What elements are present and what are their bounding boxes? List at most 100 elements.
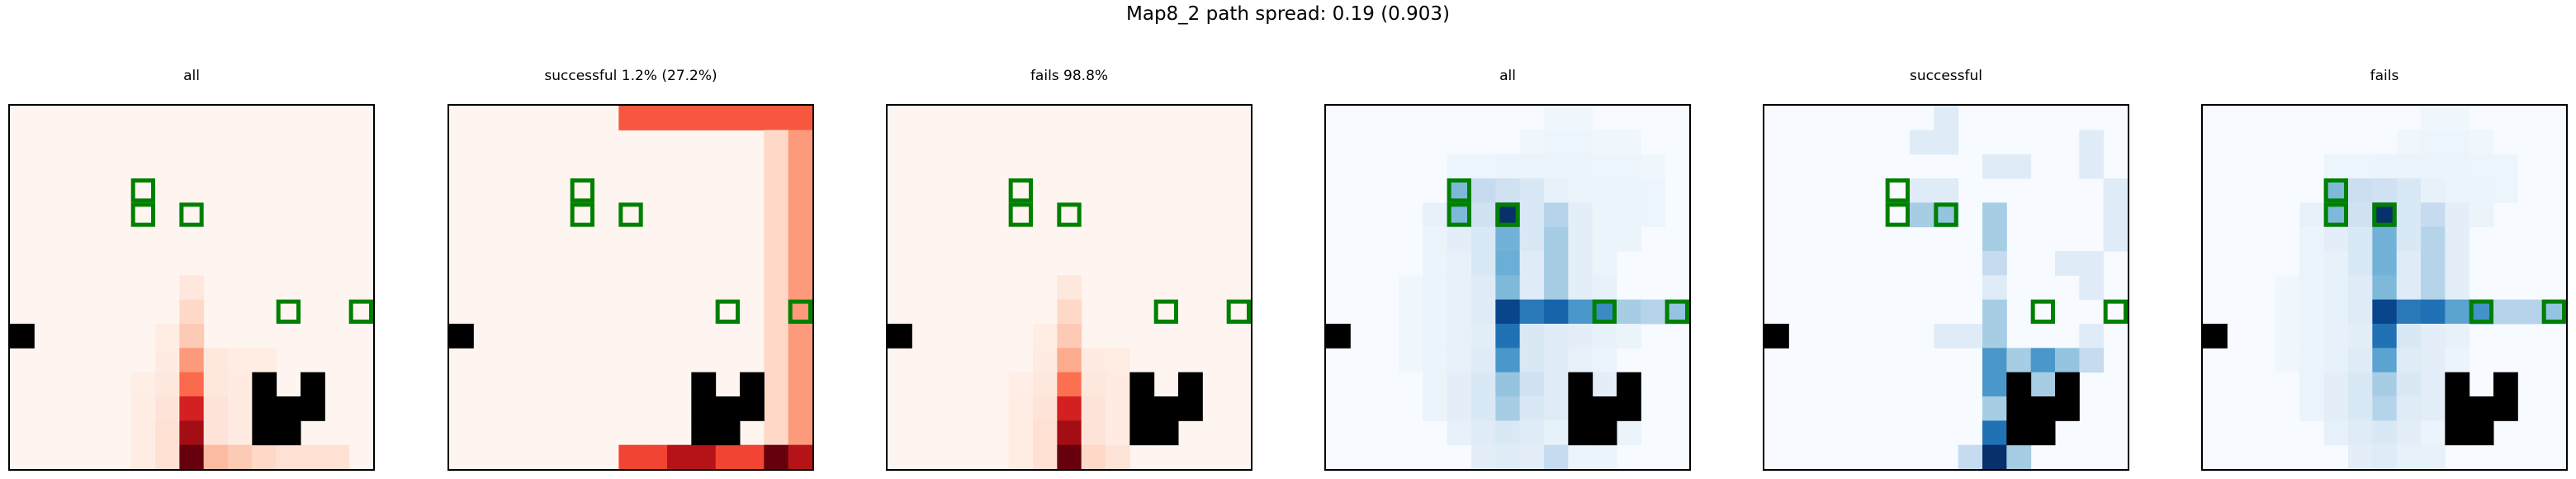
wall-cell [1568,396,1593,421]
heatmap-cell [618,106,644,130]
heatmap-cell [155,324,180,349]
heatmap-cell [2372,348,2398,373]
heatmap-cell [1423,324,1448,349]
heatmap-cell [1568,251,1593,276]
heatmap-cell [228,444,253,469]
heatmap-cell [1617,299,1641,325]
heatmap-cell [764,202,789,228]
heatmap-cell [179,444,205,469]
wall-cell [2030,396,2056,421]
heatmap-cell [2348,202,2373,228]
heatmap-cell [1033,444,1058,469]
heatmap-cell [1982,348,2007,373]
heatmap-cell [179,420,205,446]
wall-cell [1617,372,1641,397]
heatmap-cell [1544,226,1569,252]
heatmap-cell [1568,226,1593,252]
heatmap-cell [2079,251,2105,276]
heatmap-cell [2421,420,2446,446]
heatmap-cell [2421,275,2446,301]
heatmap-cell [2079,324,2105,349]
heatmap-cell [1081,444,1106,469]
heatmap-cell [2445,275,2470,301]
heatmap-cell [1910,178,1934,203]
heatmap-cell [788,372,812,397]
heatmap-cell [1982,372,2007,397]
heatmap-cell [2396,420,2422,446]
heatmap-cell [1423,275,1448,301]
heatmap-cell [2299,251,2325,276]
panel-6-title: fails [2370,68,2399,84]
heatmap-cell [764,372,789,397]
heatmap-cell [1106,444,1130,469]
heatmap-cell [1617,178,1641,203]
heatmap-cell [2079,154,2105,179]
heatmap-cell [1471,444,1496,469]
goal-marker [1495,202,1520,227]
figure-suptitle: Map8_2 path spread: 0.19 (0.903) [1126,3,1450,25]
heatmap-cell [1568,154,1593,179]
heatmap-cell [2030,372,2056,397]
heatmap-cell [1544,275,1569,301]
heatmap-cell [788,178,812,203]
heatmap-cell [2445,154,2470,179]
heatmap-cell [2323,396,2349,421]
heatmap-cell [2275,299,2300,325]
heatmap-cell [1033,324,1058,349]
heatmap-cell [1423,202,1448,228]
heatmap-cell [179,275,205,301]
heatmap-cell [2275,324,2300,349]
heatmap-cell [1057,324,1082,349]
heatmap-cell [691,444,717,469]
heatmap-cell [1982,396,2007,421]
goal-marker [1226,299,1251,325]
heatmap-cell [2445,106,2470,130]
wall-cell [2445,396,2470,421]
goal-marker [2030,299,2055,325]
heatmap-cell [1519,444,1545,469]
wall-cell [10,324,35,349]
heatmap-cell [1495,348,1521,373]
heatmap-cell [1081,420,1106,446]
heatmap-cell [2421,372,2446,397]
heatmap-cell [2103,226,2128,252]
heatmap-cell [2275,348,2300,373]
heatmap-cell [642,444,668,469]
heatmap-cell [2372,372,2398,397]
wall-cell [2445,420,2470,446]
goal-marker [1885,178,1911,203]
heatmap-cell [2421,396,2446,421]
heatmap-cell [1423,348,1448,373]
wall-cell [1326,324,1351,349]
heatmap-cell [2493,178,2518,203]
heatmap-cell [2323,372,2349,397]
heatmap-cell [2421,348,2446,373]
wall-cell [740,372,765,397]
heatmap-cell [2006,444,2032,469]
panel-5-heatmap [1763,104,2129,471]
heatmap-cell [2055,251,2080,276]
heatmap-cell [1495,299,1521,325]
wall-cell [691,420,717,446]
heatmap-cell [203,420,229,446]
heatmap-cell [1471,251,1496,276]
heatmap-cell [1544,202,1569,228]
heatmap-cell [2445,130,2470,155]
heatmap-cell [2348,396,2373,421]
panel-3-title: fails 98.8% [1030,68,1109,84]
goal-marker [618,202,643,227]
heatmap-cell [1008,372,1034,397]
heatmap-cell [2372,299,2398,325]
heatmap-cell [1982,275,2007,301]
goal-marker [1885,202,1911,227]
heatmap-cell [203,348,229,373]
heatmap-cell [788,130,812,155]
heatmap-cell [1423,226,1448,252]
heatmap-cell [2469,130,2494,155]
heatmap-cell [2055,348,2080,373]
heatmap-cell [179,324,205,349]
heatmap-cell [2445,178,2470,203]
heatmap-cell [788,348,812,373]
heatmap-cell [1519,275,1545,301]
heatmap-cell [2421,444,2446,469]
